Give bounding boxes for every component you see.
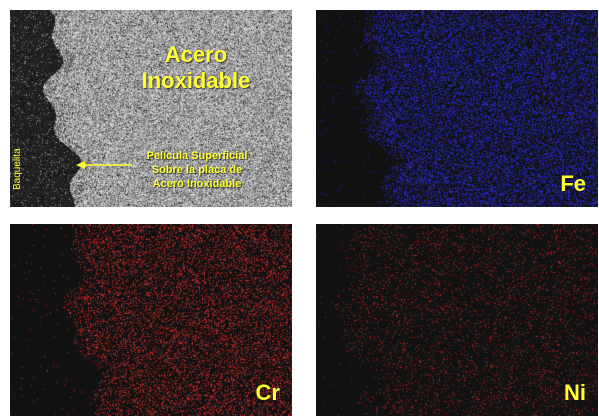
sem-micrograph-image <box>10 10 292 207</box>
material-title-line2: Inoxidable <box>141 68 251 93</box>
cr-map-image <box>10 224 292 416</box>
fe-element-label: Fe <box>560 171 586 196</box>
fe-map-image <box>316 10 598 207</box>
ni-element-label: Ni <box>564 380 586 405</box>
cr-map-panel: Cr <box>10 224 292 416</box>
arrow-left-icon <box>76 161 132 169</box>
material-title-line1: Acero <box>164 42 228 67</box>
bakelite-label: Baquelita <box>12 148 23 190</box>
film-label-line2: Sobre la placa de <box>151 164 243 176</box>
film-label-line3: Acero Inoxidable <box>152 178 242 190</box>
film-label-line1: Película Superficial <box>146 150 248 162</box>
sem-micrograph-panel: Acero Inoxidable Película Superficial So… <box>10 10 292 207</box>
ni-map-panel: Ni <box>316 224 598 416</box>
ni-map-image <box>316 224 598 416</box>
cr-element-label: Cr <box>255 380 280 405</box>
fe-map-panel: Fe <box>316 10 598 207</box>
